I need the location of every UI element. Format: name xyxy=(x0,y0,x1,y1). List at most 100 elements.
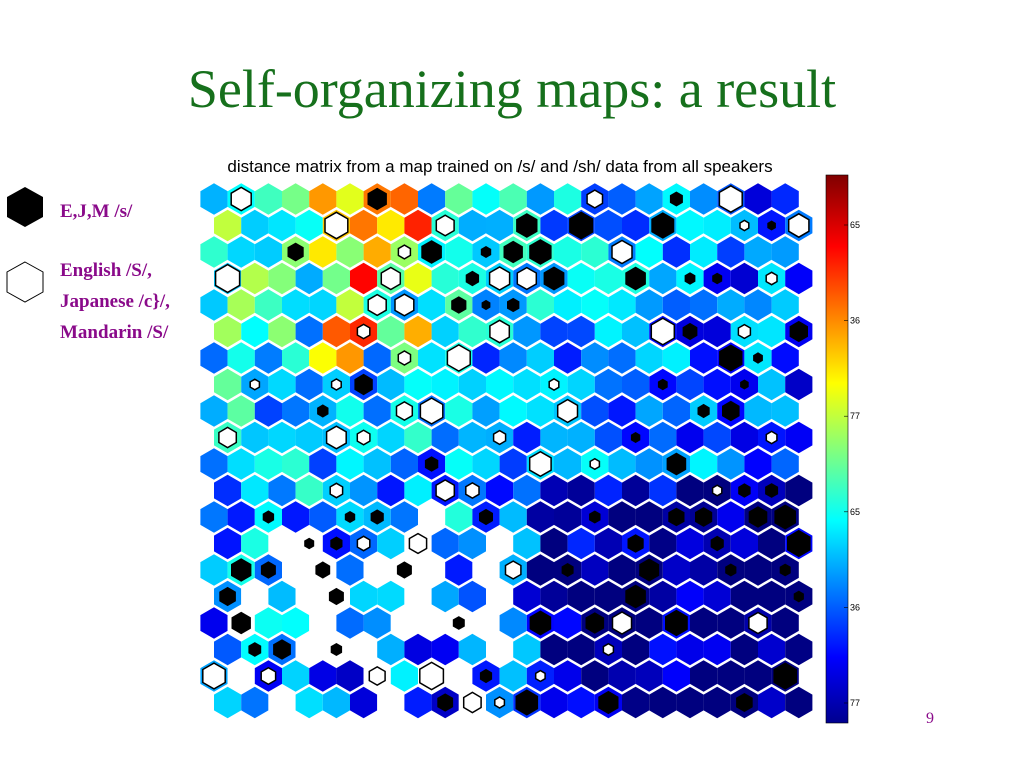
hex-cell xyxy=(445,501,473,533)
hex-cell xyxy=(336,607,364,639)
hex-marker xyxy=(395,401,414,421)
hex-cell xyxy=(472,448,500,480)
hex-marker xyxy=(719,344,743,372)
hex-cell xyxy=(390,501,418,533)
hex-marker xyxy=(465,270,480,287)
hex-cell xyxy=(540,527,568,560)
hex-marker xyxy=(765,430,778,445)
hex-marker xyxy=(354,373,373,396)
hex-cell xyxy=(390,448,418,480)
hex-cell xyxy=(513,421,541,454)
hex-marker xyxy=(737,323,752,340)
hex-cell xyxy=(390,183,418,215)
hex-cell xyxy=(282,660,310,692)
hex-cell xyxy=(404,474,432,507)
hex-cell xyxy=(295,315,323,348)
hex-cell xyxy=(418,183,446,215)
hex-cell xyxy=(730,527,758,560)
hex-marker xyxy=(494,696,506,709)
hex-marker xyxy=(446,344,471,372)
hex-marker xyxy=(697,403,710,419)
hex-cell xyxy=(499,501,527,533)
hex-cell xyxy=(309,448,337,480)
hex-cell xyxy=(744,236,772,268)
hex-cell xyxy=(499,660,527,692)
hex-cell xyxy=(377,315,405,348)
hex-marker xyxy=(740,379,749,390)
hex-cell xyxy=(268,474,296,507)
hex-marker xyxy=(419,397,444,425)
hex-cell xyxy=(350,209,378,242)
hex-cell xyxy=(282,183,310,215)
hex-marker xyxy=(262,510,275,524)
hex-cell xyxy=(690,660,718,692)
hex-cell xyxy=(282,501,310,533)
hex-marker xyxy=(589,457,601,471)
hex-cell xyxy=(445,448,473,480)
hex-marker xyxy=(569,211,594,240)
hex-cell xyxy=(445,395,473,427)
hex-marker xyxy=(736,693,753,712)
hex-cell xyxy=(526,289,554,321)
hex-cell xyxy=(431,368,459,401)
hex-cell xyxy=(472,607,500,639)
hex-cell xyxy=(241,209,269,242)
hex-marker xyxy=(765,271,778,286)
hex-cell xyxy=(771,236,799,268)
figure-caption: distance matrix from a map trained on /s… xyxy=(227,157,772,176)
hex-marker xyxy=(330,536,343,551)
hex-cell xyxy=(404,580,432,613)
hex-cell xyxy=(608,660,636,692)
hex-cell xyxy=(499,342,527,374)
hex-cell xyxy=(350,262,378,295)
hex-cell xyxy=(241,527,269,560)
hex-cell xyxy=(730,262,758,295)
hex-cell xyxy=(241,686,269,719)
hex-cell xyxy=(227,395,255,427)
hex-marker xyxy=(561,563,574,577)
hex-cell xyxy=(554,183,582,215)
hex-cell xyxy=(322,262,350,295)
hex-cell xyxy=(635,448,663,480)
hex-cell xyxy=(594,209,622,242)
hex-cell xyxy=(567,262,595,295)
legend-label: Mandarin /S/ xyxy=(60,322,169,343)
hex-cell xyxy=(486,209,514,242)
hex-cell xyxy=(363,236,391,268)
hex-cell xyxy=(458,315,486,348)
hex-marker xyxy=(481,299,491,311)
hex-cell xyxy=(431,527,459,560)
hex-cell xyxy=(282,395,310,427)
hex-cell xyxy=(214,209,242,242)
hex-marker xyxy=(598,690,619,715)
hex-cell xyxy=(771,395,799,427)
hex-cell xyxy=(268,686,296,719)
hex-cell xyxy=(499,448,527,480)
hex-cell xyxy=(676,368,704,401)
hex-marker xyxy=(304,537,315,550)
hex-cell xyxy=(608,501,636,533)
hex-cell xyxy=(622,209,650,242)
hex-cell xyxy=(635,607,663,639)
hex-marker xyxy=(787,212,810,239)
hex-marker xyxy=(589,510,601,524)
hex-marker xyxy=(516,266,538,291)
hex-cell xyxy=(458,527,486,560)
hex-cell xyxy=(567,686,595,719)
hex-marker xyxy=(435,479,456,502)
hex-marker xyxy=(408,532,428,555)
hex-cell xyxy=(717,289,745,321)
hex-cell xyxy=(309,236,337,268)
hex-cell xyxy=(540,421,568,454)
hex-cell xyxy=(295,580,323,613)
hex-cell xyxy=(608,183,636,215)
legend-icons xyxy=(6,187,44,303)
hex-cell xyxy=(594,421,622,454)
hex-cell xyxy=(662,660,690,692)
hex-cell xyxy=(445,183,473,215)
hex-cell xyxy=(771,342,799,374)
hex-cell xyxy=(309,660,337,692)
hex-cell xyxy=(418,554,446,586)
hex-cell xyxy=(350,633,378,666)
hex-cell xyxy=(730,421,758,454)
